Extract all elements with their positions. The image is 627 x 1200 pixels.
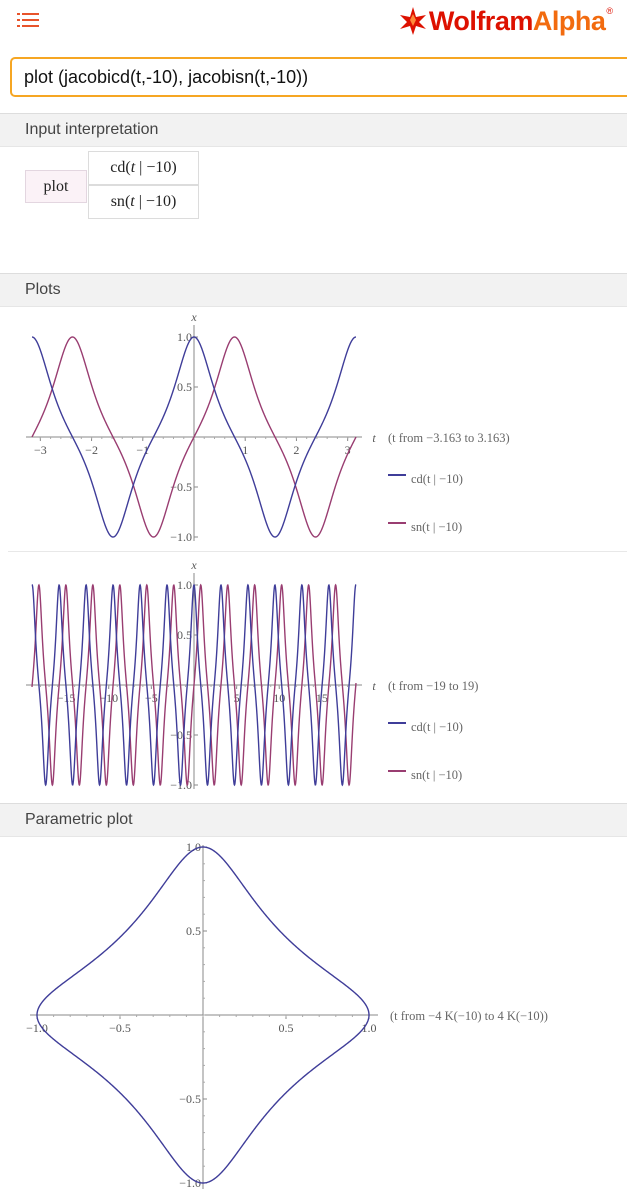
logo-text: WolframAlpha (428, 5, 606, 36)
y-axis-label: x (190, 558, 197, 572)
pod-header-parametric: Parametric plot (0, 803, 627, 837)
plot-chart-2: −15 −10 −5 5 10 151.00.5−0.5−1.0xt (t from −19… (26, 558, 478, 792)
x-tick-label: −10 (99, 691, 118, 705)
pod-header-plots: Plots (0, 273, 627, 307)
parametric-range-label: (t from −4 K(−10) to 4 K(−10)) (390, 1009, 548, 1023)
search-input[interactable] (24, 67, 614, 88)
x-tick-label: 0.5 (279, 1021, 294, 1035)
parametric-plot-chart: −1.0 −0.5 0.5 1.0 1.0 0.5 −0.5 −1.0 (t from −4 K… (26, 840, 548, 1190)
y-tick-label: −1.0 (179, 1176, 201, 1190)
y-tick-label: 0.5 (177, 380, 192, 394)
pod-title: Parametric plot (25, 811, 133, 828)
x-tick-label: 1 (242, 443, 248, 457)
y-axis-label: x (190, 310, 197, 324)
y-tick-label: −0.5 (170, 480, 192, 494)
cd-curve (31, 336, 357, 538)
trademark: ® (606, 6, 613, 16)
interpretation-function-cell: sn(t | −10) (88, 185, 199, 219)
x-tick-label: −1.0 (26, 1021, 48, 1035)
y-tick-label: 1.0 (186, 840, 201, 854)
y-tick-label: −0.5 (179, 1092, 201, 1106)
sn-curve (31, 583, 357, 787)
x-tick-label: 15 (316, 691, 328, 705)
pod-title: Input interpretation (25, 121, 159, 138)
pod-header-input-interpretation: Input interpretation (0, 113, 627, 147)
legend-label: sn(t | −10) (411, 768, 462, 782)
interpretation-function-cell: cd(t | −10) (88, 151, 199, 185)
plot-chart-1: −3 −2 −1 1 2 31.00.5−0.5−1.0xt (t from −3.163 … (26, 310, 510, 544)
search-bar[interactable] (10, 57, 627, 97)
wolframalpha-logo[interactable]: WolframAlpha ® (397, 6, 613, 36)
pod-title: Plots (25, 281, 61, 298)
x-axis-label: t (372, 431, 376, 445)
hamburger-list-icon[interactable] (17, 12, 39, 28)
parametric-curve (36, 846, 370, 1184)
y-tick-label: 0.5 (186, 924, 201, 938)
y-tick-label: 0.5 (177, 628, 192, 642)
x-tick-label: −15 (57, 691, 76, 705)
plot-range-label: (t from −19 to 19) (388, 679, 478, 693)
x-tick-label: −0.5 (109, 1021, 131, 1035)
wolfram-spikey-icon (399, 7, 426, 35)
y-tick-label: 1.0 (177, 330, 192, 344)
plot-range-label: (t from −3.163 to 3.163) (388, 431, 510, 445)
legend-label: cd(t | −10) (411, 720, 463, 734)
top-bar: WolframAlpha ® (0, 0, 627, 44)
interpretation-command-cell: plot (25, 170, 87, 203)
y-tick-label: −1.0 (170, 530, 192, 544)
x-tick-label: 5 (234, 691, 240, 705)
legend-label: sn(t | −10) (411, 520, 462, 534)
x-tick-label: 2 (293, 443, 299, 457)
legend-label: cd(t | −10) (411, 472, 463, 486)
sn-curve (31, 336, 357, 538)
divider (8, 551, 627, 552)
y-tick-label: 1.0 (177, 578, 192, 592)
cd-curve (31, 583, 357, 787)
x-tick-label: 3 (345, 443, 351, 457)
x-tick-label: 1.0 (362, 1021, 377, 1035)
y-tick-label: −0.5 (170, 728, 192, 742)
x-tick-label: −3 (34, 443, 47, 457)
x-axis-label: t (372, 679, 376, 693)
x-tick-label: −2 (85, 443, 98, 457)
